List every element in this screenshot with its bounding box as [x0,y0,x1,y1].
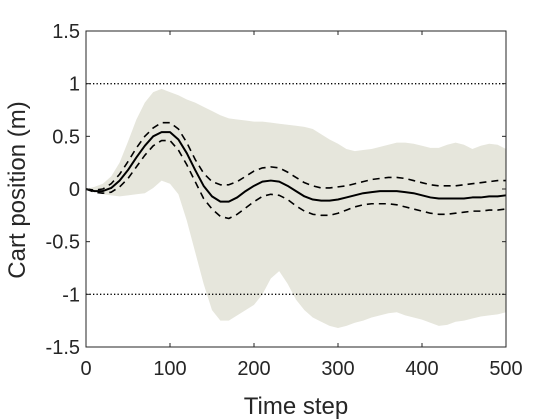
plot-area [85,83,507,329]
y-tick-label: -1 [62,284,80,306]
uncertainty-band [86,88,506,329]
x-tick-label: 500 [489,358,522,380]
y-tick-label: 0 [69,179,80,201]
y-axis-label: Cart position (m) [4,101,31,278]
x-axis-label: Time step [244,393,348,420]
y-tick-label: 0.5 [52,126,80,148]
y-tick-label: -1.5 [46,337,80,359]
upper-dashed-line [85,121,506,191]
y-tick-label: 1.5 [52,21,80,43]
x-tick-label: 400 [405,358,438,380]
x-tick-label: 200 [237,358,270,380]
y-tick-label: 1 [69,74,80,96]
x-tick-label: 100 [153,358,186,380]
y-tick-label: -0.5 [46,232,80,254]
x-tick-label: 300 [321,358,354,380]
mean-line [85,131,507,203]
axes: 0 100 200 300 400 500 -1.5 -1 -0.5 0 0.5 1 1.5 [46,21,523,380]
x-tick-label: 0 [80,358,91,380]
